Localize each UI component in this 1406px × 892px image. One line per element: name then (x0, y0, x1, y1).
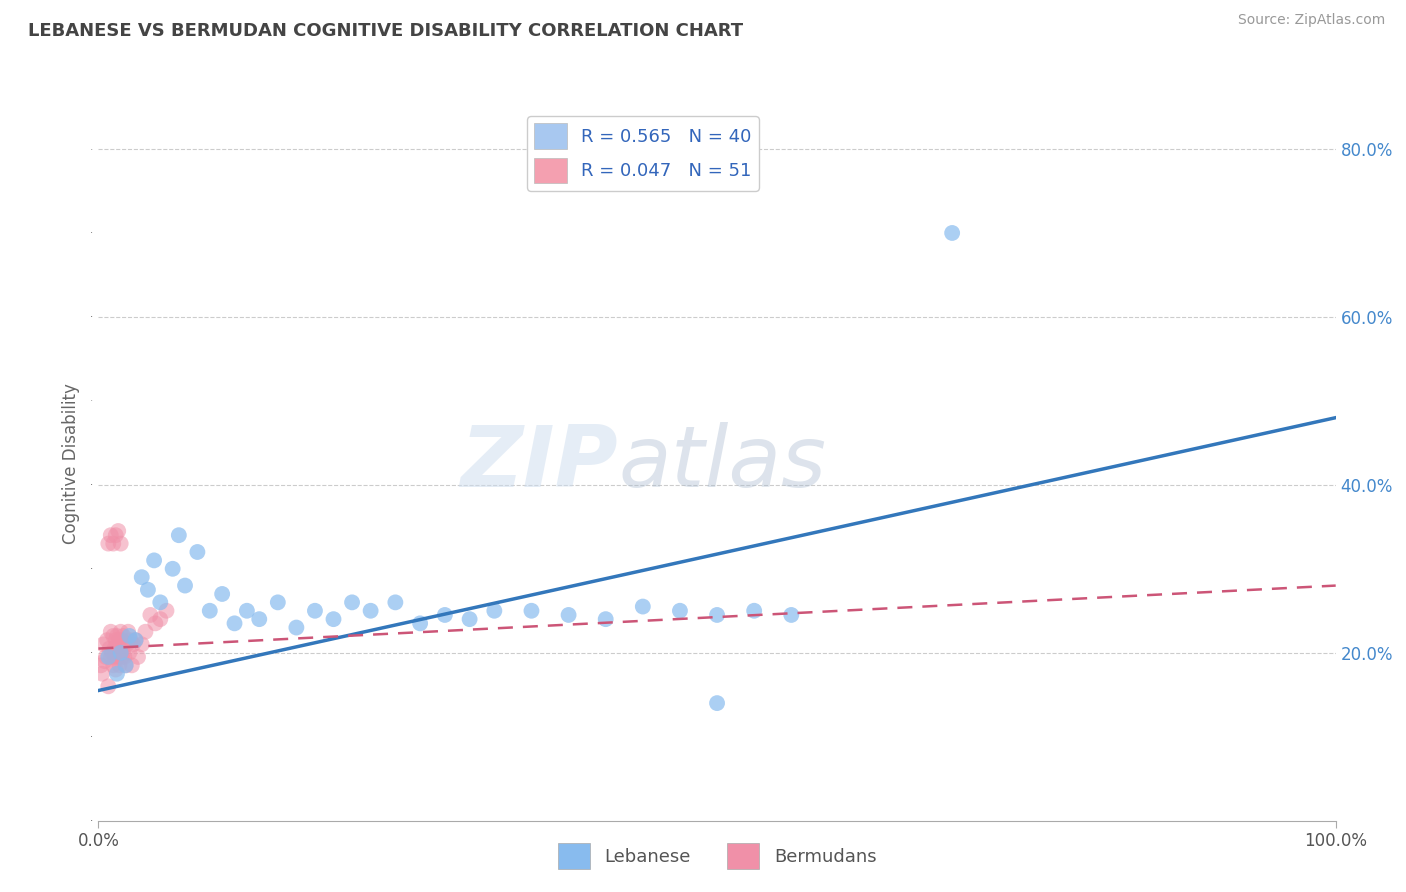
Point (110, 646, 132, 660)
Point (211, 587, 233, 601)
Point (110, 536, 132, 550)
Point (108, 633, 131, 648)
Point (104, 633, 127, 648)
Point (127, 649, 149, 664)
Point (706, 607, 728, 622)
Point (340, 595, 363, 609)
Point (458, 612, 481, 626)
Legend: Lebanese, Bermudans: Lebanese, Bermudans (550, 836, 884, 876)
Point (111, 633, 134, 648)
Point (520, 604, 543, 618)
Point (112, 649, 135, 664)
Point (143, 616, 166, 631)
Point (236, 604, 259, 618)
Point (115, 637, 138, 651)
Point (108, 658, 131, 673)
Point (105, 646, 128, 660)
Y-axis label: Cognitive Disability: Cognitive Disability (62, 384, 80, 544)
Point (91, 666, 114, 681)
Point (131, 570, 153, 584)
Point (118, 629, 141, 643)
Point (103, 536, 125, 550)
Point (409, 616, 432, 631)
Point (112, 629, 135, 643)
Point (103, 658, 125, 673)
Point (174, 578, 197, 592)
Point (322, 612, 344, 626)
Point (149, 595, 172, 609)
Point (117, 624, 139, 639)
Point (167, 528, 190, 542)
Point (118, 646, 141, 660)
Point (93, 637, 115, 651)
Point (101, 646, 124, 660)
Point (285, 621, 308, 635)
Point (484, 604, 506, 618)
Point (198, 604, 221, 618)
Point (224, 616, 246, 631)
Point (384, 595, 406, 609)
Point (155, 604, 177, 618)
Point (97, 649, 120, 664)
Text: LEBANESE VS BERMUDAN COGNITIVE DISABILITY CORRELATION CHART: LEBANESE VS BERMUDAN COGNITIVE DISABILIT… (28, 22, 744, 40)
Point (93, 654, 115, 668)
Point (114, 658, 136, 673)
Point (94, 649, 117, 664)
Point (780, 607, 803, 622)
Point (433, 607, 456, 622)
Text: atlas: atlas (619, 422, 827, 506)
Point (134, 624, 156, 639)
Point (120, 633, 142, 648)
Point (360, 604, 382, 618)
Point (706, 696, 728, 710)
Point (98, 641, 121, 656)
Point (122, 637, 145, 651)
Point (112, 646, 135, 660)
Point (104, 528, 127, 542)
Point (103, 649, 125, 664)
Point (111, 649, 134, 664)
Point (90, 658, 112, 673)
Point (186, 545, 208, 559)
Point (267, 595, 290, 609)
Point (595, 612, 617, 626)
Point (247, 612, 270, 626)
Point (100, 649, 122, 664)
Point (124, 633, 146, 648)
Point (110, 624, 132, 639)
Point (103, 641, 125, 656)
Point (100, 624, 122, 639)
Point (96, 633, 118, 648)
Point (124, 633, 146, 648)
Point (557, 607, 579, 622)
Point (149, 612, 172, 626)
Text: ZIP: ZIP (460, 422, 619, 506)
Point (114, 658, 136, 673)
Point (162, 562, 184, 576)
Point (100, 528, 122, 542)
Point (104, 663, 127, 677)
Point (107, 649, 129, 664)
Point (97, 679, 120, 693)
Point (97, 536, 120, 550)
Point (105, 666, 128, 681)
Point (143, 553, 166, 567)
Point (105, 629, 128, 643)
Point (136, 582, 159, 597)
Point (742, 604, 765, 618)
Point (107, 637, 129, 651)
Point (103, 629, 125, 643)
Point (121, 658, 143, 673)
Point (941, 226, 963, 240)
Text: Source: ZipAtlas.com: Source: ZipAtlas.com (1237, 13, 1385, 28)
Point (669, 604, 692, 618)
Point (131, 637, 153, 651)
Point (110, 646, 132, 660)
Point (107, 524, 129, 538)
Point (139, 607, 162, 622)
Point (631, 599, 654, 614)
Point (304, 604, 326, 618)
